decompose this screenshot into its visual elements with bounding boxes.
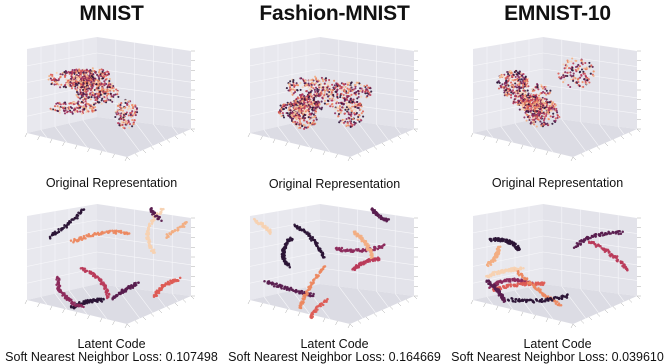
- scatter-points: [48, 206, 188, 310]
- axes-panes: [24, 204, 195, 329]
- loss-emnist: Soft Nearest Neighbor Loss: 0.039610: [451, 350, 664, 364]
- loss-fashion-mnist: Soft Nearest Neighbor Loss: 0.164669: [228, 350, 441, 364]
- scatter-points: [496, 57, 596, 128]
- caption-mnist-original: Original Representation: [45, 176, 178, 190]
- caption-mnist-latent: Latent Code: [77, 337, 146, 351]
- column-title-mnist: MNIST: [79, 2, 144, 25]
- scatter-points: [485, 230, 629, 307]
- caption-fashion-mnist-latent: Latent Code: [300, 337, 369, 351]
- caption-fashion-mnist-original: Original Representation: [268, 177, 401, 191]
- plot-fashion-mnist-original: [232, 29, 437, 169]
- scatter-points: [277, 75, 373, 130]
- scatter-points: [47, 67, 139, 130]
- plot-emnist-original: [455, 29, 660, 169]
- plot-mnist-latent: [9, 196, 214, 336]
- column-title-emnist: EMNIST-10: [504, 2, 611, 25]
- scatter-points: [252, 207, 391, 320]
- plot-emnist-latent: [455, 196, 660, 336]
- axes-panes: [24, 37, 195, 162]
- axes-panes: [470, 204, 641, 329]
- axes-panes: [470, 37, 641, 162]
- plot-fashion-mnist-latent: [232, 196, 437, 336]
- axes-panes: [247, 204, 418, 329]
- plot-mnist-original: [9, 29, 214, 169]
- loss-mnist: Soft Nearest Neighbor Loss: 0.107498: [5, 350, 218, 364]
- caption-emnist-original: Original Representation: [491, 176, 624, 190]
- caption-emnist-latent: Latent Code: [523, 337, 592, 351]
- column-title-fashion-mnist: Fashion-MNIST: [259, 2, 410, 25]
